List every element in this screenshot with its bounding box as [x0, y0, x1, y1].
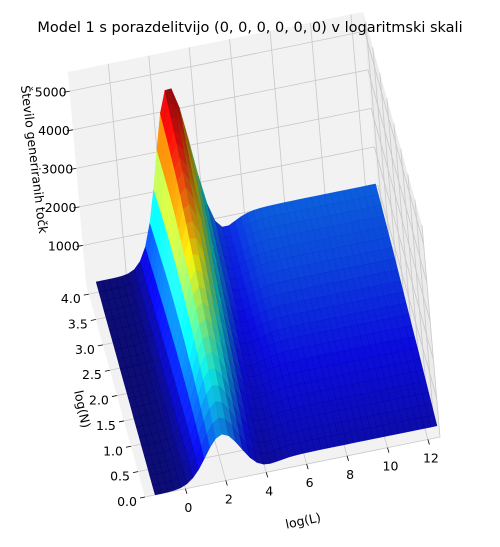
y-grid-side [407, 174, 427, 387]
z-axis-label: Število generiranih točk [18, 85, 51, 236]
y-tick-label: 3.0 [75, 342, 95, 357]
y-grid-side [393, 123, 413, 336]
y-tick-label: 2.0 [89, 393, 109, 408]
y-tick-mark [111, 395, 117, 397]
y-tick-label: 4.0 [61, 291, 81, 306]
z-grid-back [69, 30, 365, 92]
x-tick-label: 12 [423, 451, 439, 466]
y-grid-side [414, 199, 434, 412]
axes: 0 2 4 6 8 10 12 0.0 0.5 1.0 1.5 2.0 2.5 3.0 3.5 4.0 1000… [35, 84, 439, 515]
z-tick-label: 4000 [38, 123, 70, 138]
y-tick-label: 2.5 [82, 367, 102, 382]
x-tick-label: 0 [184, 500, 192, 515]
z-grid-back [79, 146, 375, 208]
z-tick-mark [70, 167, 77, 170]
x-grid-back [108, 63, 127, 276]
y-grid-floor [144, 436, 441, 498]
z-tick-mark [66, 129, 73, 132]
z-tick-mark [76, 245, 83, 247]
y-tick-mark [90, 319, 96, 321]
z-tick-label: 3000 [41, 161, 73, 176]
x-tick-mark [427, 439, 430, 445]
x-axis-label: log(L) [284, 510, 322, 532]
x-tick-label: 10 [383, 459, 399, 474]
z-tick-label: 2000 [45, 200, 77, 215]
y-tick-label: 1.0 [103, 443, 123, 458]
z-grid-side [364, 31, 425, 245]
y-tick-label: 3.5 [68, 317, 88, 332]
x-tick-label: 6 [306, 475, 314, 490]
x-tick-mark [265, 472, 269, 478]
chart-title: Model 1 s porazdelitvijo (0, 0, 0, 0, 0,… [37, 20, 462, 36]
y-tick-label: 1.5 [96, 418, 116, 433]
z-tick-label: 1000 [48, 239, 80, 254]
surface-patch [427, 414, 438, 428]
z-grid-back [72, 69, 368, 131]
z-tick-label: 5000 [35, 84, 67, 99]
y-tick-mark [125, 445, 132, 448]
x-tick-label: 4 [265, 483, 273, 498]
z-grid-side [367, 69, 428, 283]
y-grid-side [379, 72, 399, 285]
y-tick-mark [97, 344, 103, 347]
y-grid-side [400, 148, 420, 361]
z-grid-side [374, 146, 434, 361]
x-tick-mark [185, 488, 188, 494]
x-tick-mark [225, 480, 228, 486]
z-tick-mark [73, 206, 80, 209]
y-tick-mark [104, 369, 110, 372]
z-grid-side [377, 185, 438, 399]
y-tick-mark [132, 471, 139, 474]
x-tick-mark [306, 464, 309, 470]
z-grid-side [370, 108, 431, 322]
y-tick-label: 0.5 [110, 469, 130, 484]
x-tick-mark [346, 455, 349, 462]
x-tick-mark [387, 447, 390, 453]
y-grid-side [421, 224, 441, 438]
y-grid-side [386, 98, 406, 311]
z-grid-back [76, 107, 372, 169]
y-grid-side [365, 22, 385, 235]
x-tick-label: 8 [346, 467, 354, 482]
y-tick-mark [139, 496, 146, 499]
y-tick-mark [118, 420, 125, 423]
surface-plot [95, 88, 438, 496]
y-tick-mark [83, 293, 89, 296]
y-grid-side [372, 47, 392, 260]
side-pane [363, 12, 440, 437]
z-tick-mark [63, 90, 70, 93]
x-tick-label: 2 [225, 492, 233, 507]
y-tick-label: 0.0 [117, 494, 137, 509]
